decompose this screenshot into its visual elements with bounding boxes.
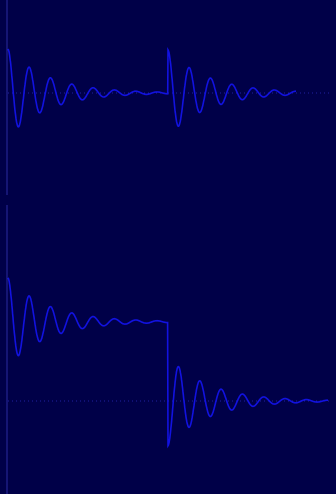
series-line: [7, 46, 296, 128]
upper-panel: [6, 0, 330, 195]
lower-panel: [6, 205, 330, 494]
series-line: [7, 277, 328, 449]
